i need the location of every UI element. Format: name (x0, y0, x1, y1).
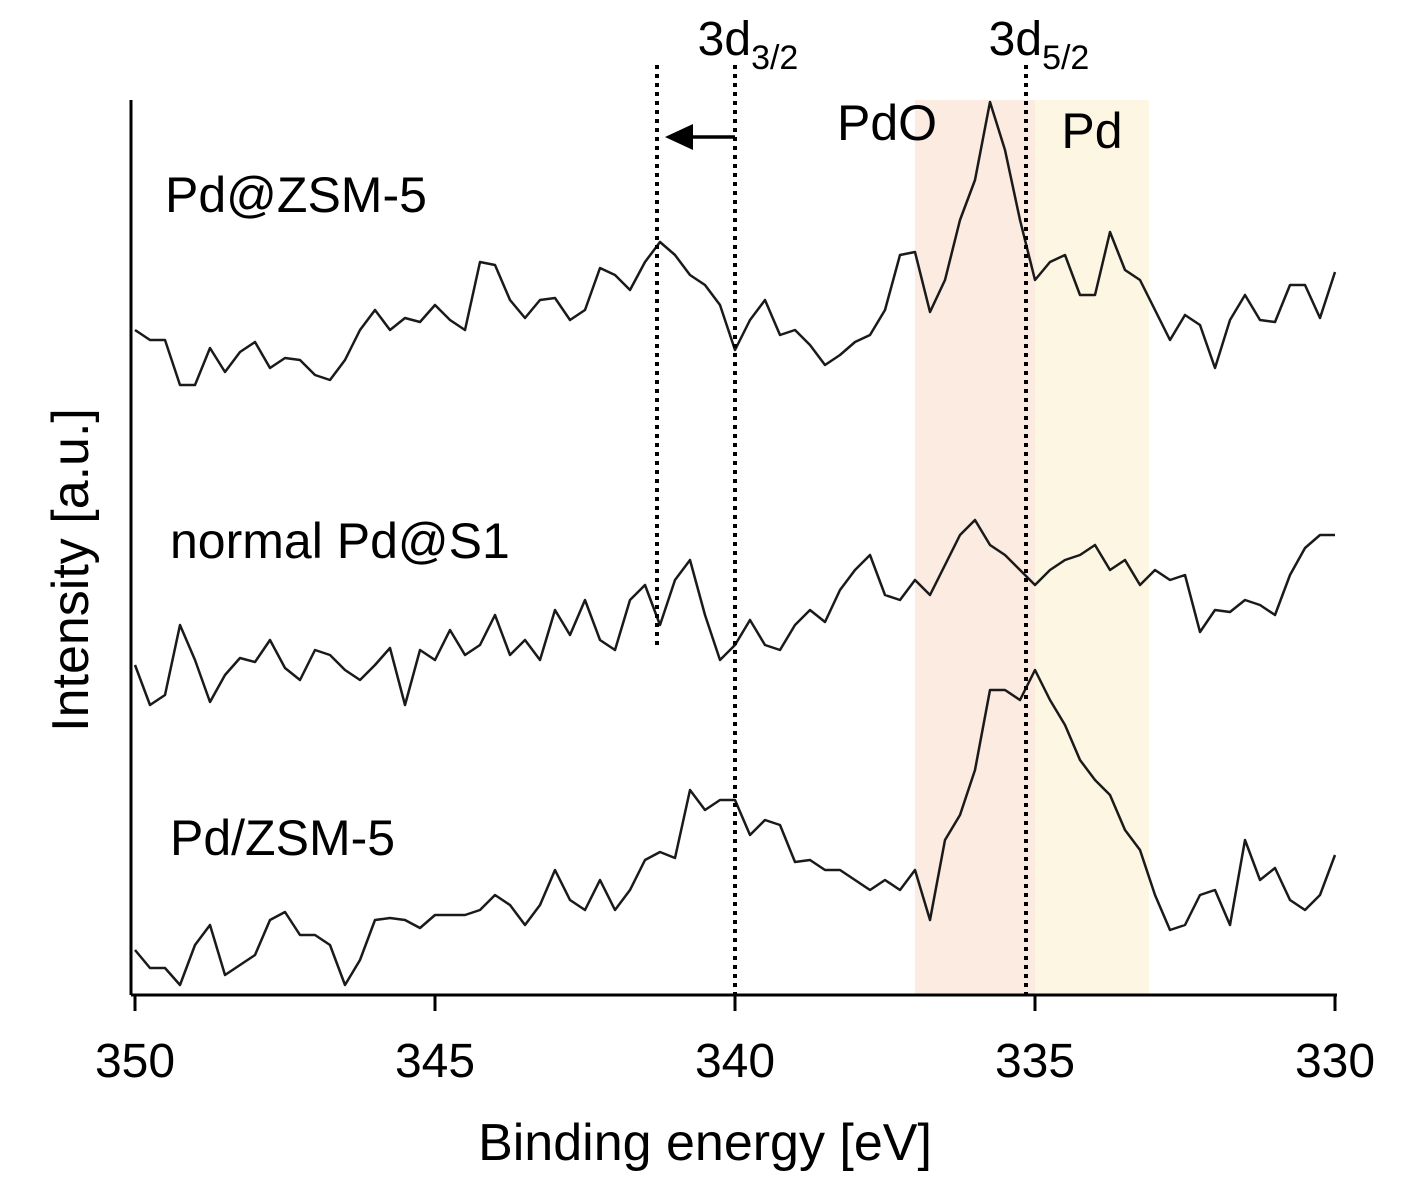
x-axis-title: Binding energy [eV] (478, 1114, 932, 1172)
peak-label-sub: 3/2 (751, 39, 798, 77)
x-tick-label: 330 (1295, 1035, 1375, 1088)
peak-label-sub: 5/2 (1042, 39, 1089, 77)
series-label: Pd@ZSM-5 (165, 167, 427, 223)
shift-arrow-head (665, 124, 693, 150)
spectrum-line (134, 668, 1337, 987)
series-label: Pd/ZSM-5 (170, 810, 395, 866)
y-axis-title: Intensity [a.u.] (42, 408, 100, 732)
x-tick-label: 350 (95, 1035, 175, 1088)
peak-label: 3d5/2 (989, 13, 1090, 77)
x-tick-label: 335 (995, 1035, 1075, 1088)
region-band (915, 100, 1035, 995)
series-label: normal Pd@S1 (170, 513, 510, 569)
x-tick-label: 345 (395, 1035, 475, 1088)
peak-label-main: 3d (698, 13, 751, 66)
x-tick-label: 340 (695, 1035, 775, 1088)
region-label: PdO (837, 95, 937, 151)
peak-label-main: 3d (989, 13, 1042, 66)
peak-label: 3d3/2 (698, 13, 799, 77)
region-label: Pd (1061, 103, 1122, 159)
spectrum-line (134, 100, 1337, 387)
